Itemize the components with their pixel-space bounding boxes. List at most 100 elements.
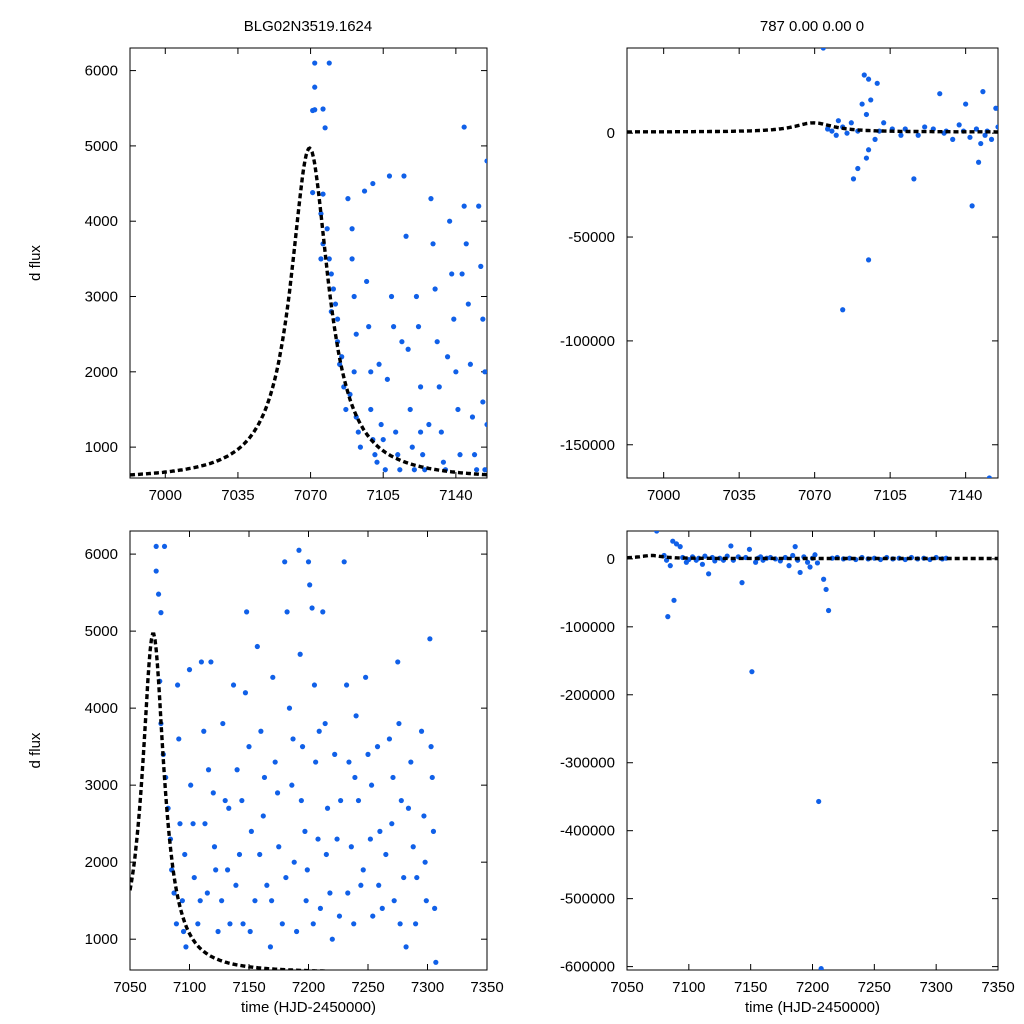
data-point bbox=[463, 241, 469, 247]
data-point bbox=[380, 436, 386, 443]
data-point bbox=[749, 669, 755, 675]
data-point bbox=[311, 682, 318, 688]
data-point bbox=[455, 406, 461, 413]
data-point bbox=[320, 191, 326, 197]
data-point bbox=[320, 609, 326, 615]
data-point bbox=[358, 882, 364, 888]
data-point bbox=[378, 421, 384, 428]
data-point bbox=[252, 898, 258, 904]
data-point bbox=[673, 541, 680, 547]
data-point bbox=[286, 705, 293, 711]
data-point bbox=[848, 120, 854, 126]
data-point bbox=[330, 286, 337, 292]
y-tick-label: 1000 bbox=[85, 931, 118, 948]
data-point bbox=[395, 659, 401, 665]
y-tick-label: 6000 bbox=[85, 63, 118, 80]
x-tick-label: 7000 bbox=[149, 487, 182, 504]
data-point bbox=[290, 736, 296, 742]
data-point bbox=[279, 921, 285, 927]
data-point bbox=[351, 921, 357, 927]
data-point bbox=[432, 905, 438, 911]
data-point bbox=[324, 805, 331, 811]
data-point bbox=[190, 821, 196, 827]
data-point bbox=[345, 196, 351, 202]
data-point bbox=[341, 559, 347, 565]
data-point bbox=[254, 643, 260, 650]
data-point bbox=[368, 782, 375, 788]
data-point bbox=[395, 452, 401, 458]
data-point bbox=[699, 561, 706, 567]
data-point bbox=[390, 774, 396, 781]
figure-title-right: 787 0.00 0.00 0 bbox=[760, 18, 864, 35]
y-tick-label: 2000 bbox=[85, 364, 118, 381]
data-point bbox=[409, 444, 415, 450]
data-point bbox=[377, 828, 383, 834]
data-point bbox=[792, 544, 798, 550]
data-point bbox=[282, 559, 288, 565]
data-point bbox=[461, 124, 467, 130]
data-point bbox=[405, 805, 412, 811]
data-point bbox=[397, 921, 403, 927]
y-tick-label: -500000 bbox=[560, 891, 615, 908]
data-point bbox=[471, 452, 478, 458]
data-point bbox=[180, 928, 187, 935]
data-point bbox=[812, 552, 818, 558]
y-tick-label: 6000 bbox=[85, 546, 118, 563]
data-points bbox=[654, 531, 949, 970]
y-tick-label: -200000 bbox=[560, 687, 615, 704]
data-point bbox=[397, 467, 403, 473]
x-tick-label: 7035 bbox=[221, 487, 254, 504]
data-point bbox=[415, 324, 422, 330]
data-point bbox=[393, 429, 399, 435]
data-points bbox=[153, 543, 439, 965]
data-point bbox=[986, 475, 992, 478]
data-point bbox=[204, 890, 210, 896]
data-point bbox=[786, 563, 792, 569]
data-point bbox=[859, 101, 865, 107]
data-point bbox=[422, 859, 428, 865]
data-point bbox=[421, 813, 427, 819]
x-tick-label: 7150 bbox=[232, 979, 265, 996]
data-point bbox=[993, 105, 998, 111]
data-point bbox=[312, 84, 318, 90]
data-point bbox=[355, 429, 361, 435]
data-point bbox=[384, 376, 390, 382]
data-point bbox=[706, 571, 712, 577]
data-point bbox=[244, 609, 250, 615]
data-point bbox=[389, 821, 395, 827]
data-point bbox=[234, 767, 240, 773]
x-axis-label: time (HJD-2450000) bbox=[745, 999, 880, 1016]
data-point bbox=[236, 851, 243, 858]
data-point bbox=[322, 125, 328, 131]
data-point bbox=[399, 339, 405, 345]
data-point bbox=[353, 713, 359, 719]
data-point bbox=[233, 882, 239, 888]
data-point bbox=[368, 406, 374, 413]
data-point bbox=[821, 576, 827, 582]
data-point bbox=[835, 118, 841, 124]
data-point bbox=[863, 111, 870, 118]
data-point bbox=[213, 867, 219, 873]
data-point bbox=[391, 898, 397, 904]
data-point bbox=[440, 459, 447, 465]
x-tick-label: 7350 bbox=[981, 979, 1014, 996]
y-tick-label: 0 bbox=[607, 125, 615, 142]
panel-top-left: 7000 7035 7070 7105 7140 1000 2000 3000 4000 5000… bbox=[27, 47, 488, 504]
data-point bbox=[941, 130, 947, 136]
data-point bbox=[881, 120, 887, 126]
x-tick-label: 7200 bbox=[796, 979, 829, 996]
data-point bbox=[667, 563, 673, 569]
data-point bbox=[334, 316, 341, 322]
data-point bbox=[327, 890, 333, 896]
data-point bbox=[348, 844, 354, 850]
data-point bbox=[307, 582, 313, 588]
data-point bbox=[995, 124, 998, 130]
data-point bbox=[818, 966, 824, 970]
data-point bbox=[367, 836, 373, 842]
panel-bottom-left: 7050 7100 7150 7200 7250 7300 7350 1000 2000 3000… bbox=[27, 530, 504, 1016]
data-point bbox=[357, 444, 363, 450]
data-point bbox=[364, 278, 370, 285]
y-tick-label: 3000 bbox=[85, 289, 118, 306]
data-point bbox=[438, 429, 444, 435]
data-point bbox=[422, 467, 428, 473]
